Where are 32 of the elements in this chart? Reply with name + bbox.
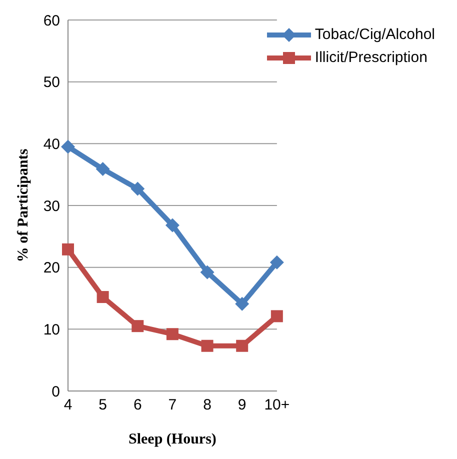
x-tick-label: 4: [64, 396, 72, 414]
point: [96, 162, 110, 176]
legend-label: Illicit/Prescription: [314, 49, 428, 66]
y-tick-label: 50: [43, 74, 60, 92]
y-tick-label: 10: [43, 321, 60, 338]
y-tick-label: 40: [43, 136, 60, 153]
point: [62, 243, 74, 256]
point: [235, 296, 250, 311]
x-tick-label: 10+: [264, 396, 290, 414]
point: [200, 265, 214, 280]
x-tick-label: 6: [133, 396, 142, 414]
y-axis-title: % of Participants: [15, 148, 32, 262]
point: [132, 320, 144, 332]
point: [270, 310, 283, 322]
y-tick-label: 0: [52, 383, 60, 400]
legend-label: Tobac/Cig/Alcohol: [314, 26, 435, 43]
x-tick-label: 8: [203, 396, 212, 414]
point: [165, 218, 180, 232]
point: [270, 255, 284, 270]
point: [236, 340, 248, 352]
point: [166, 328, 178, 340]
point: [130, 182, 145, 196]
y-tick-label: 60: [43, 12, 60, 30]
x-tick-label: 5: [98, 396, 107, 414]
point: [61, 140, 75, 154]
y-tick-label: 30: [43, 198, 60, 215]
point: [201, 340, 214, 352]
point: [96, 291, 109, 304]
x-axis-title: Sleep (Hours): [128, 432, 216, 448]
x-tick-label: 9: [238, 396, 246, 414]
y-tick-label: 20: [43, 260, 60, 277]
x-tick-label: 7: [168, 396, 177, 414]
